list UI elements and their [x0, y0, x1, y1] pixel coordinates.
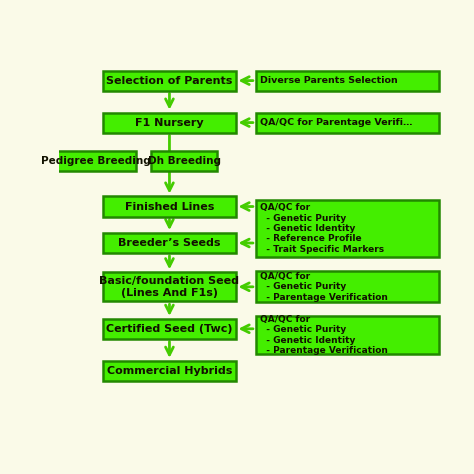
- Text: Basic/foundation Seed
(Lines And F1s): Basic/foundation Seed (Lines And F1s): [100, 276, 239, 298]
- FancyBboxPatch shape: [256, 71, 439, 91]
- Text: Certified Seed (Twc): Certified Seed (Twc): [106, 324, 233, 334]
- Text: QA/QC for
  - Genetic Purity
  - Genetic Identity
  - Reference Profile
  - Trai: QA/QC for - Genetic Purity - Genetic Ide…: [260, 203, 384, 254]
- FancyBboxPatch shape: [55, 151, 137, 171]
- FancyBboxPatch shape: [103, 112, 236, 133]
- FancyBboxPatch shape: [256, 200, 439, 257]
- Text: Breeder’s Seeds: Breeder’s Seeds: [118, 238, 221, 248]
- Text: Diverse Parents Selection: Diverse Parents Selection: [260, 76, 398, 85]
- FancyBboxPatch shape: [256, 112, 439, 133]
- Text: Finished Lines: Finished Lines: [125, 201, 214, 211]
- Text: F1 Nursery: F1 Nursery: [135, 118, 204, 128]
- Text: QA/QC for
  - Genetic Purity
  - Genetic Identity
  - Parentage Verification: QA/QC for - Genetic Purity - Genetic Ide…: [260, 315, 388, 355]
- Text: Commercial Hybrids: Commercial Hybrids: [107, 366, 232, 376]
- Text: Pedigree Breeding: Pedigree Breeding: [41, 156, 151, 166]
- Text: Dh Breeding: Dh Breeding: [147, 156, 221, 166]
- FancyBboxPatch shape: [103, 71, 236, 91]
- FancyBboxPatch shape: [256, 316, 439, 354]
- Text: QA/QC for Parentage Verifi…: QA/QC for Parentage Verifi…: [260, 118, 413, 127]
- FancyBboxPatch shape: [103, 233, 236, 253]
- FancyBboxPatch shape: [103, 361, 236, 381]
- FancyBboxPatch shape: [103, 272, 236, 301]
- FancyBboxPatch shape: [151, 151, 217, 171]
- FancyBboxPatch shape: [256, 271, 439, 302]
- FancyBboxPatch shape: [103, 319, 236, 339]
- FancyBboxPatch shape: [103, 197, 236, 217]
- Text: Selection of Parents: Selection of Parents: [106, 76, 233, 86]
- Text: QA/QC for
  - Genetic Purity
  - Parentage Verification: QA/QC for - Genetic Purity - Parentage V…: [260, 272, 388, 302]
